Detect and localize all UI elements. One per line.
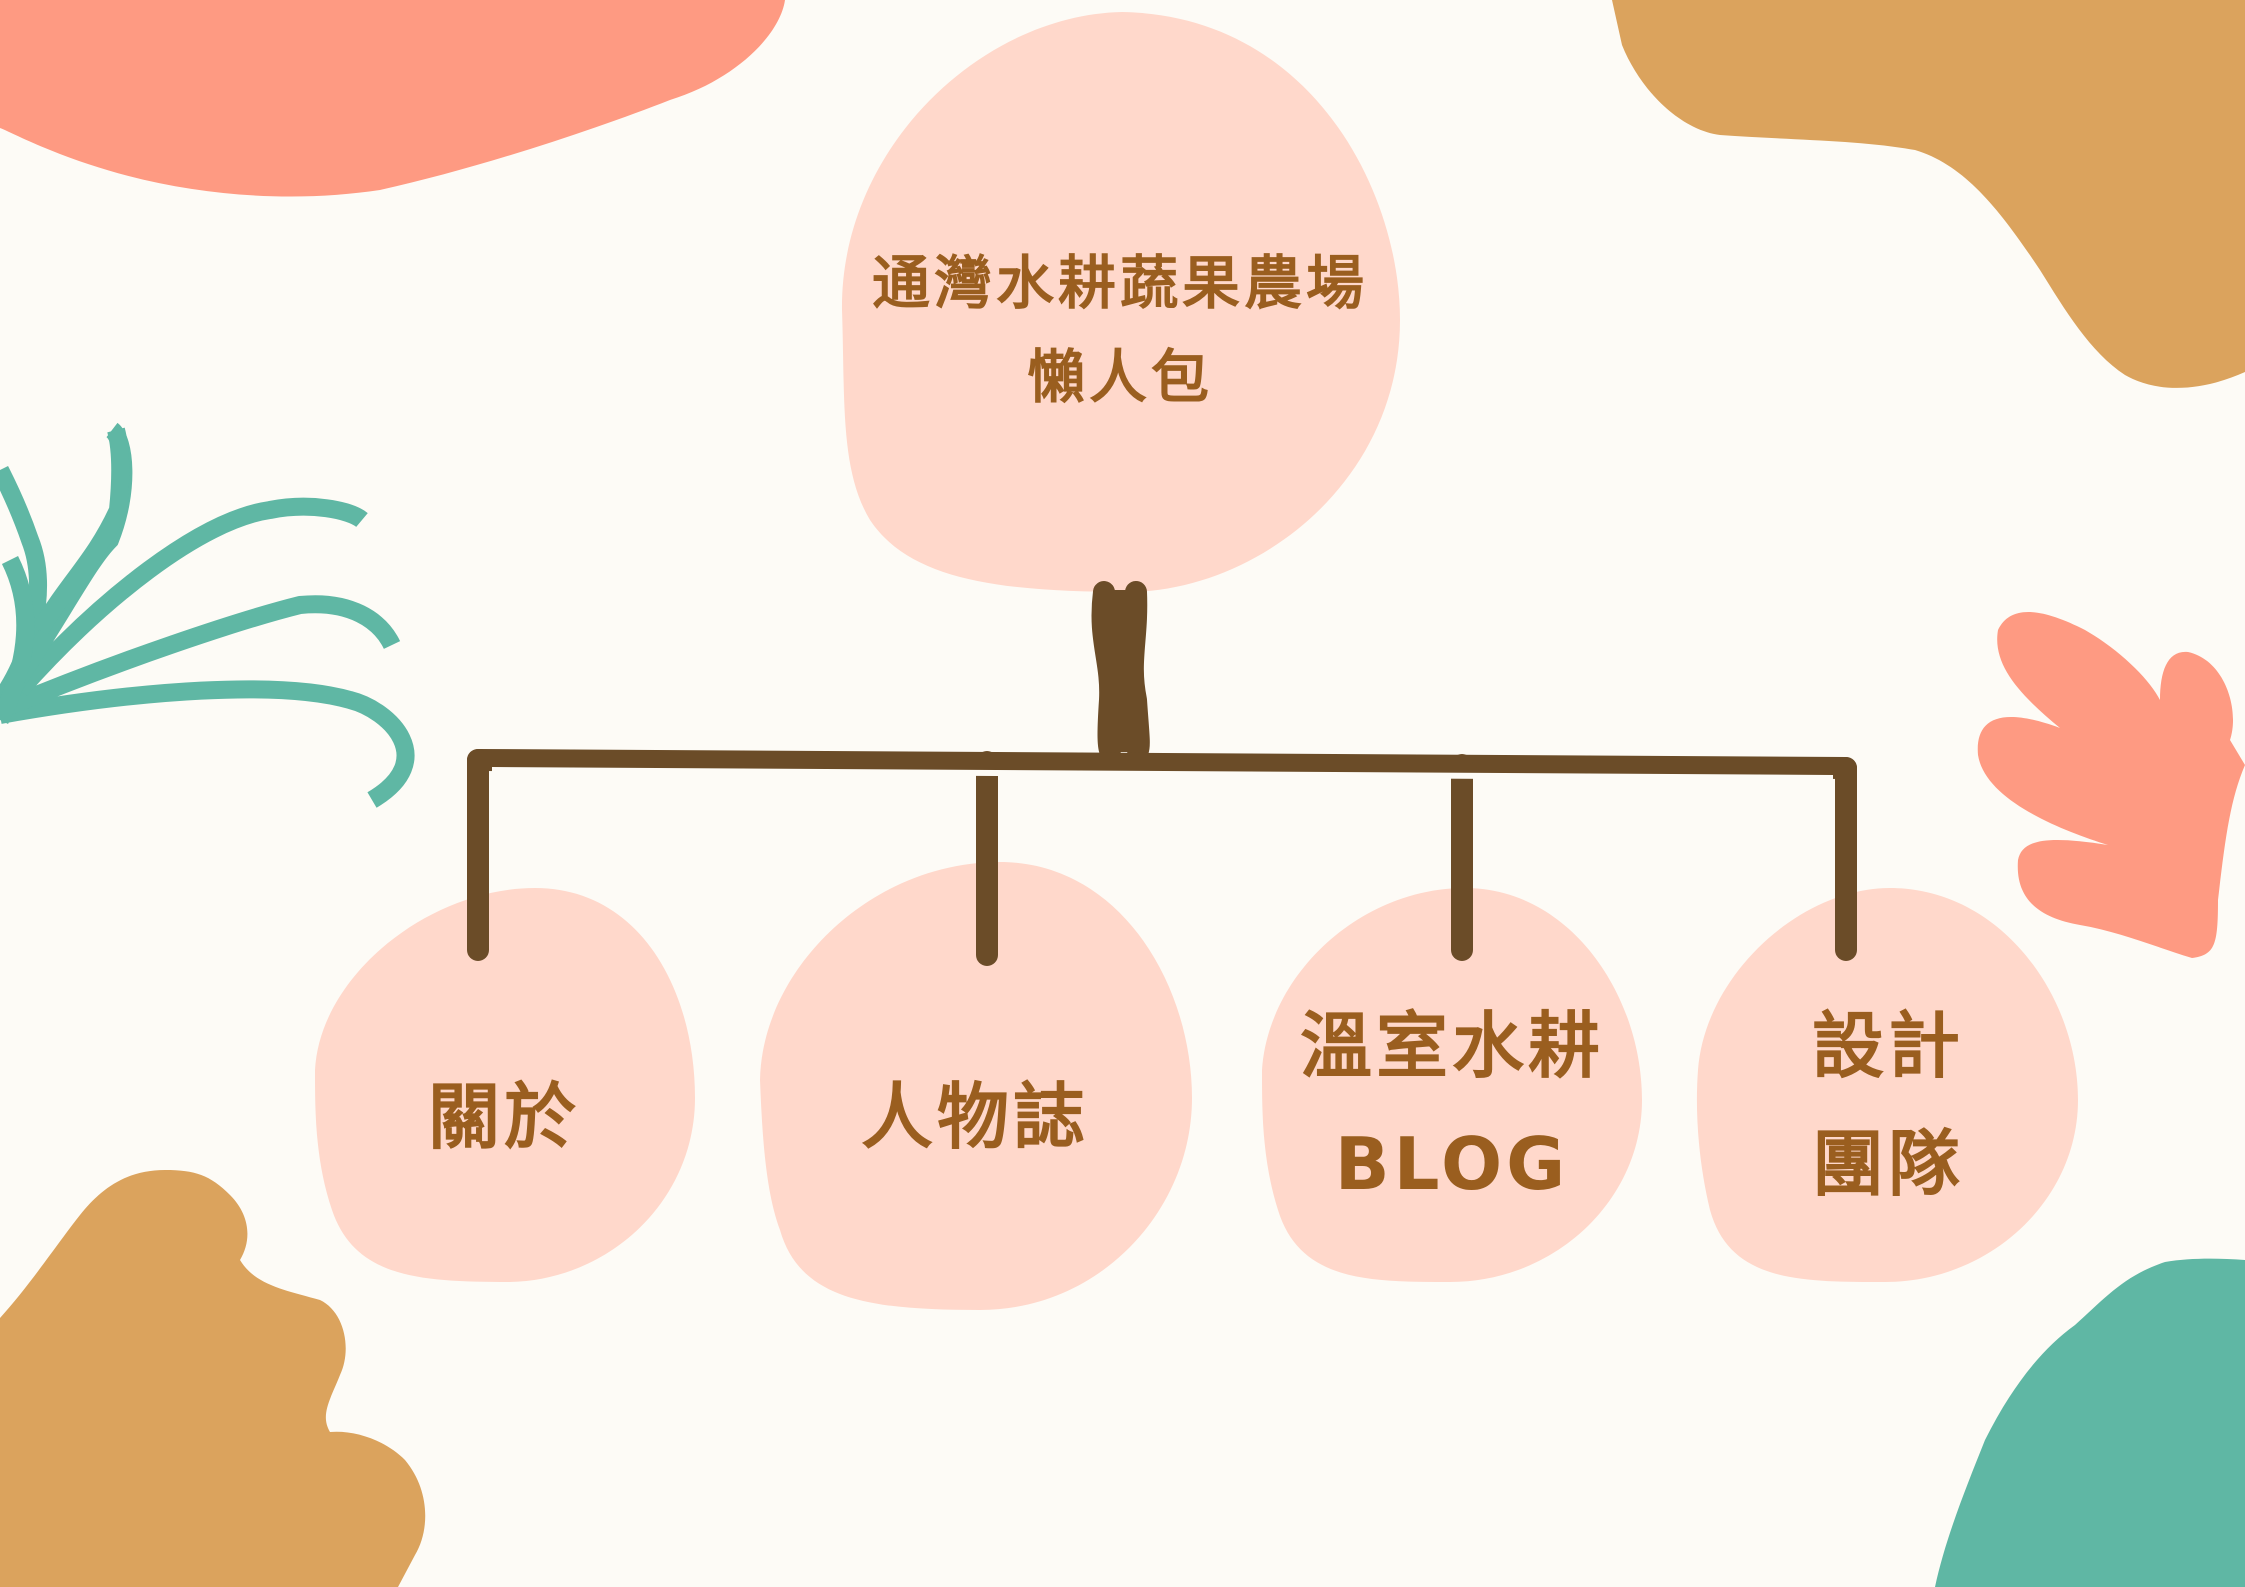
- root-title-line2: 懶人包: [1026, 343, 1213, 411]
- teal-grass-decoration: [0, 422, 415, 808]
- node-greenhouse-blog[interactable]: 溫室水耕 BLOG: [1262, 990, 1642, 1220]
- node-people[interactable]: 人物誌: [760, 1040, 1190, 1180]
- node-bubble-1: [315, 888, 695, 1282]
- root-bubble: [841, 12, 1400, 592]
- node-bubble-2: [760, 862, 1192, 1310]
- root-title-line1: 通灣水耕蔬果農場: [871, 249, 1368, 317]
- coral-blob-top-left: [0, 0, 785, 197]
- root-node-label: 通灣水耕蔬果農場 懶人包: [840, 230, 1400, 430]
- teal-blob-bottom-right: [1935, 1258, 2245, 1587]
- node-about-label: 關於: [427, 1074, 580, 1159]
- ochre-blob-top-right: [1612, 0, 2245, 388]
- node-bubble-3: [1262, 888, 1642, 1282]
- coral-leaf-right: [1977, 611, 2245, 958]
- node-design-team-line1: 設計: [1811, 1004, 1964, 1088]
- ochre-leaf-bottom-left: [0, 1170, 426, 1587]
- node-design-team-line2: 團隊: [1811, 1122, 1964, 1206]
- connector-highlight: [491, 767, 1834, 781]
- node-design-team[interactable]: 設計 團隊: [1698, 990, 2078, 1220]
- tree-connector: [467, 581, 1857, 966]
- node-bubble-4: [1696, 888, 2078, 1282]
- node-greenhouse-blog-line2: BLOG: [1334, 1122, 1570, 1206]
- node-greenhouse-blog-line1: 溫室水耕: [1299, 1004, 1604, 1088]
- node-about[interactable]: 關於: [312, 1040, 696, 1180]
- node-people-label: 人物誌: [860, 1074, 1089, 1159]
